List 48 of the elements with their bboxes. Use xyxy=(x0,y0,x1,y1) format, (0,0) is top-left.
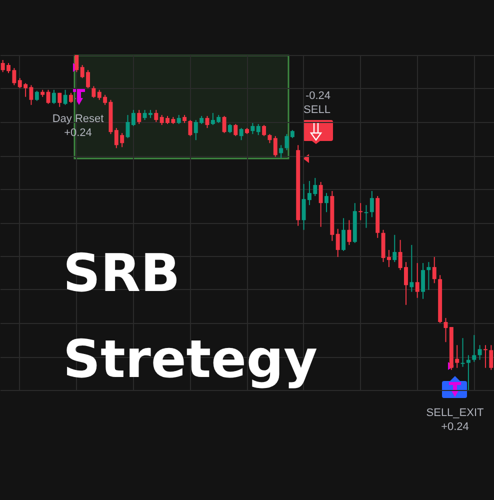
text: SELL_EXIT xyxy=(426,407,484,419)
candlestick xyxy=(239,128,244,141)
candlestick xyxy=(250,122,255,135)
candlestick xyxy=(262,124,266,137)
candlestick xyxy=(34,90,39,102)
candlestick xyxy=(131,109,136,127)
candlestick xyxy=(466,354,470,390)
candlestick xyxy=(92,86,96,98)
candlestick xyxy=(58,92,62,108)
candlestick xyxy=(228,124,232,134)
annotation: SELL xyxy=(304,104,330,116)
candlestick xyxy=(370,190,374,218)
candlestick xyxy=(46,89,50,104)
text: SRB Stretegy xyxy=(63,244,318,390)
candlestick xyxy=(342,218,346,252)
candlestick xyxy=(444,317,448,343)
candlestick xyxy=(358,202,363,221)
candlestick xyxy=(268,134,272,144)
candlestick xyxy=(336,228,340,258)
candlestick xyxy=(234,124,238,137)
candlestick xyxy=(188,119,192,137)
candlestick xyxy=(273,136,278,158)
candlestick xyxy=(489,344,494,370)
candlestick xyxy=(176,114,181,125)
candlestick xyxy=(222,115,226,134)
candlestick xyxy=(256,124,260,136)
text: +0.24 xyxy=(441,421,469,433)
candlestick xyxy=(415,262,420,298)
candlestick xyxy=(137,109,142,125)
candlestick xyxy=(318,181,323,228)
candlestick xyxy=(426,262,431,290)
candlestick xyxy=(421,262,426,300)
candlestick xyxy=(324,192,328,213)
candlestick xyxy=(63,89,68,106)
candlestick xyxy=(279,144,284,158)
candlestick xyxy=(392,234,397,263)
candlestick xyxy=(478,344,482,360)
candlestick xyxy=(432,256,436,284)
candlestick xyxy=(472,334,476,362)
candlestick xyxy=(154,109,158,122)
candlestick xyxy=(410,244,414,292)
candlestick xyxy=(52,89,56,104)
annotation: Day Reset xyxy=(52,113,104,125)
candlestick xyxy=(68,92,73,104)
candlestick xyxy=(347,220,352,246)
candlestick xyxy=(460,338,465,368)
annotation: -0.24 xyxy=(305,90,331,102)
candlestick xyxy=(483,344,488,368)
